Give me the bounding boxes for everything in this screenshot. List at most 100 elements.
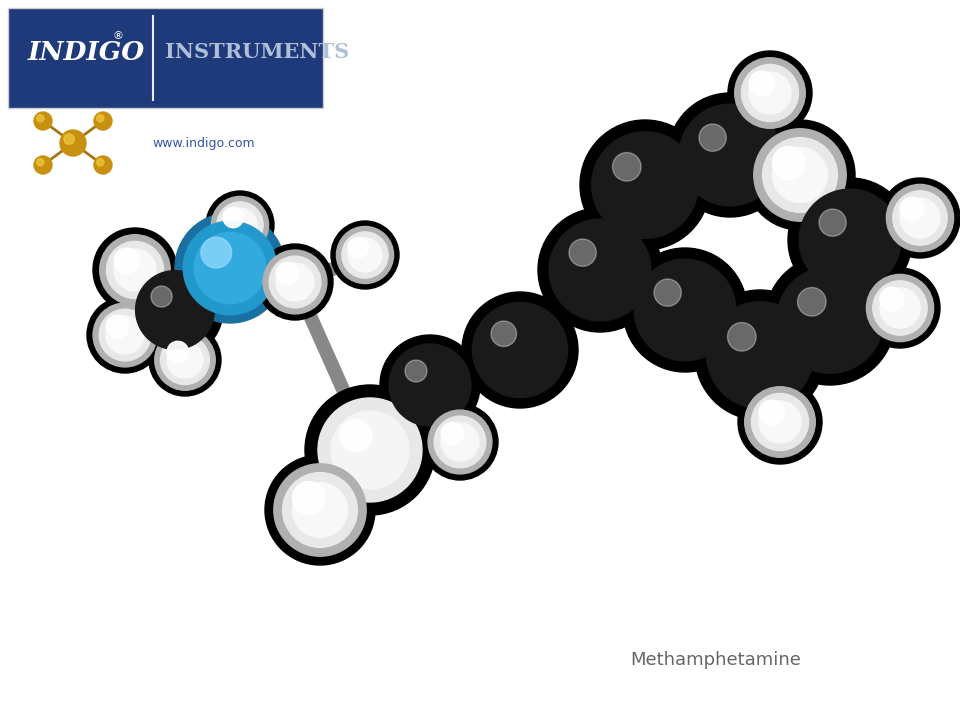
Text: ®: ® [112, 31, 123, 41]
Circle shape [749, 71, 774, 96]
Circle shape [893, 191, 948, 246]
Circle shape [695, 290, 825, 420]
Circle shape [873, 281, 927, 336]
Circle shape [728, 51, 812, 135]
Circle shape [754, 129, 846, 221]
Circle shape [160, 336, 209, 384]
Circle shape [265, 455, 375, 565]
Circle shape [94, 112, 112, 130]
Text: INDIGO: INDIGO [28, 40, 145, 66]
Text: Methamphetamine: Methamphetamine [630, 651, 801, 669]
Text: INSTRUMENTS: INSTRUMENTS [165, 42, 349, 62]
Circle shape [348, 238, 382, 272]
Circle shape [94, 156, 112, 174]
Circle shape [276, 263, 314, 301]
Circle shape [734, 58, 805, 128]
Circle shape [380, 335, 480, 435]
Circle shape [749, 72, 791, 114]
Circle shape [342, 232, 388, 278]
Circle shape [738, 380, 822, 464]
Circle shape [880, 287, 904, 311]
Circle shape [127, 262, 223, 358]
Circle shape [434, 416, 486, 468]
Text: www.indigo.com: www.indigo.com [152, 137, 254, 150]
Circle shape [538, 208, 662, 332]
Circle shape [318, 398, 422, 502]
Circle shape [623, 248, 747, 372]
FancyBboxPatch shape [8, 8, 323, 108]
Circle shape [777, 266, 883, 373]
Circle shape [428, 410, 492, 474]
Circle shape [668, 93, 792, 217]
Circle shape [155, 330, 215, 390]
Circle shape [107, 241, 163, 299]
Circle shape [491, 321, 516, 346]
Circle shape [97, 114, 104, 122]
Circle shape [34, 156, 52, 174]
Circle shape [441, 423, 479, 461]
Circle shape [654, 279, 682, 306]
Circle shape [860, 268, 940, 348]
Circle shape [167, 342, 203, 378]
Circle shape [752, 393, 808, 451]
Circle shape [798, 287, 827, 316]
Circle shape [331, 411, 409, 489]
Circle shape [183, 221, 276, 315]
Circle shape [773, 146, 805, 179]
Circle shape [276, 262, 299, 285]
Circle shape [728, 323, 756, 351]
Circle shape [819, 209, 847, 236]
Circle shape [591, 132, 698, 238]
Circle shape [612, 153, 641, 181]
Circle shape [741, 65, 799, 122]
Circle shape [788, 178, 912, 302]
Circle shape [422, 404, 498, 480]
Circle shape [348, 238, 369, 258]
Circle shape [441, 422, 464, 445]
Circle shape [580, 120, 710, 250]
Circle shape [336, 226, 394, 284]
Circle shape [699, 124, 727, 151]
Circle shape [405, 360, 427, 382]
Circle shape [34, 112, 52, 130]
Circle shape [93, 303, 156, 367]
Circle shape [880, 178, 960, 258]
Circle shape [765, 255, 895, 385]
Circle shape [97, 158, 104, 166]
Circle shape [99, 309, 151, 361]
Circle shape [679, 104, 780, 206]
Circle shape [745, 120, 855, 230]
Circle shape [211, 197, 269, 253]
Circle shape [93, 228, 177, 312]
Circle shape [64, 134, 74, 144]
Circle shape [36, 114, 44, 122]
Circle shape [472, 302, 567, 397]
Circle shape [635, 259, 736, 361]
Circle shape [206, 191, 274, 259]
Circle shape [886, 184, 953, 251]
Circle shape [106, 316, 144, 354]
Circle shape [269, 256, 321, 308]
Circle shape [257, 244, 333, 320]
Circle shape [274, 464, 366, 556]
Circle shape [87, 297, 163, 373]
Circle shape [305, 385, 435, 515]
Circle shape [293, 482, 325, 514]
Circle shape [707, 302, 813, 408]
Circle shape [36, 158, 44, 166]
Circle shape [759, 400, 784, 426]
Circle shape [60, 130, 86, 156]
Circle shape [389, 344, 471, 426]
Circle shape [194, 233, 266, 304]
Circle shape [223, 208, 257, 242]
Circle shape [151, 286, 172, 307]
Circle shape [263, 250, 327, 314]
Circle shape [759, 401, 801, 443]
Circle shape [175, 213, 285, 323]
Circle shape [135, 271, 214, 349]
Circle shape [900, 198, 940, 238]
Circle shape [282, 472, 357, 547]
Circle shape [100, 235, 170, 305]
Circle shape [569, 239, 596, 266]
Circle shape [340, 420, 372, 452]
